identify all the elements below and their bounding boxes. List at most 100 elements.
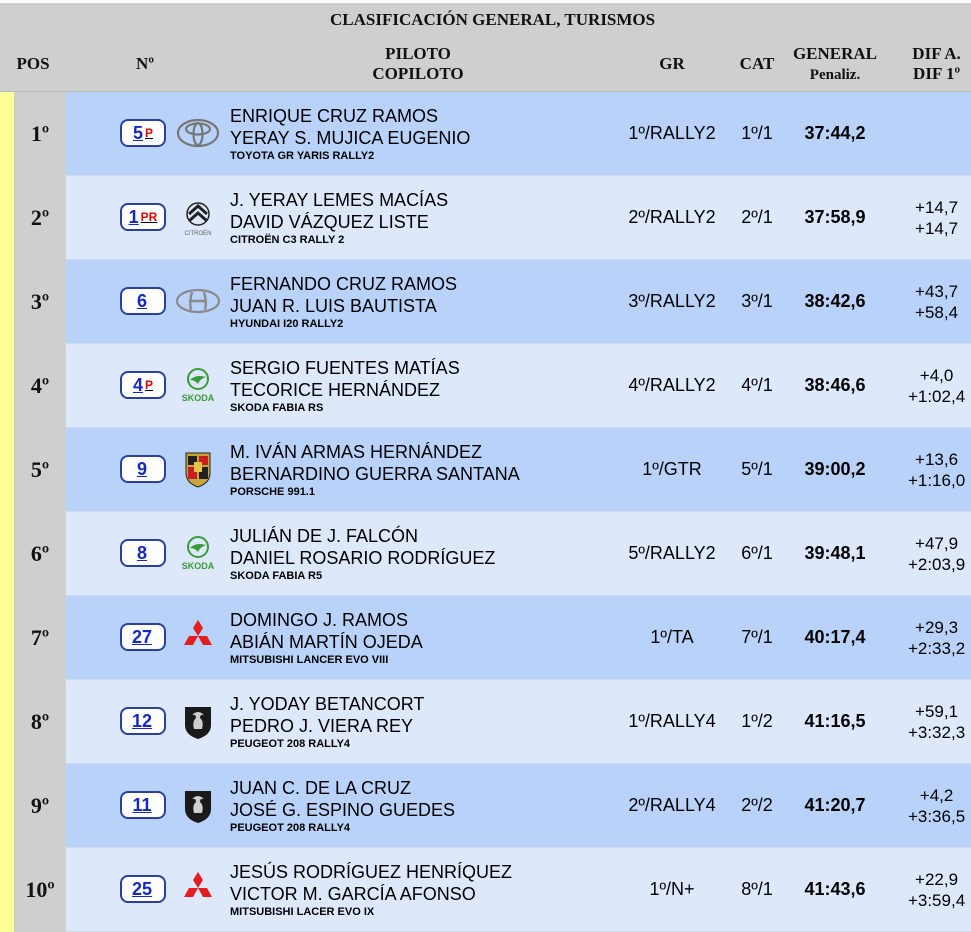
peugeot-logo-icon xyxy=(176,701,220,741)
car-model: SKODA FABIA RS xyxy=(230,401,324,414)
table-row: 9º 11 JUAN C. DE LA CRUZ JOSÉ G. ESPINO GU… xyxy=(0,763,971,848)
diff-previous: +29,3 xyxy=(915,617,959,637)
category-cell: 1º/1 xyxy=(732,91,782,176)
general-time-cell: 38:46,6 xyxy=(782,343,888,428)
car-number[interactable]: 6 xyxy=(136,290,147,311)
driver-name: DOMINGO J. RAMOS xyxy=(230,609,409,630)
position-cell: 4º xyxy=(14,343,66,428)
skoda-logo-icon: SKODA xyxy=(176,533,220,573)
group-cell: 2º/RALLY4 xyxy=(612,763,732,848)
driver-name: JESÚS RODRÍGUEZ HENRÍQUEZ xyxy=(230,861,513,882)
diff-first: +1:16,0 xyxy=(907,470,966,490)
diff-previous: +13,6 xyxy=(915,449,959,469)
diff-cell: +4,2 +3:36,5 xyxy=(888,763,971,848)
diff-previous: +59,1 xyxy=(915,701,959,721)
crew-cell: J. YODAY BETANCORT PEDRO J. VIERA REY PEUG… xyxy=(224,679,612,764)
citroen-logo-text: CITROËN xyxy=(185,230,212,237)
diff-cell: +22,9 +3:59,4 xyxy=(888,847,971,932)
crew-cell: J. YERAY LEMES MACÍAS DAVID VÁZQUEZ LISTE… xyxy=(224,175,612,260)
car-number[interactable]: 27 xyxy=(131,626,153,647)
position-cell: 6º xyxy=(14,511,66,596)
position-cell: 5º xyxy=(14,427,66,512)
table-row: 10º 25 JESÚS RODRÍGUEZ HENRÍQUEZ VICTOR M.… xyxy=(0,847,971,932)
diff-previous: +4,2 xyxy=(919,785,954,805)
car-number[interactable]: 4 xyxy=(132,374,143,395)
position-cell: 10º xyxy=(14,847,66,932)
crew-cell: SERGIO FUENTES MATÍAS TECORICE HERNÁNDEZ S… xyxy=(224,343,612,428)
general-time-cell: 37:44,2 xyxy=(782,91,888,176)
car-number-link[interactable]: 11 xyxy=(120,791,166,819)
row-stripe xyxy=(0,763,14,848)
car-number-link[interactable]: 6 xyxy=(120,287,166,315)
codriver-name: YERAY S. MUJICA EUGENIO xyxy=(230,127,471,148)
car-number-link[interactable]: 1 PR xyxy=(120,203,166,231)
car-number-suffix: P xyxy=(145,378,154,392)
diff-cell: +4,0 +1:02,4 xyxy=(888,343,971,428)
driver-name: J. YODAY BETANCORT xyxy=(230,693,425,714)
mitsubishi-logo-icon xyxy=(176,617,220,657)
table-row: 2º 1 PR CITROËN J. YERAY LEMES MACÍAS DAVID… xyxy=(0,175,971,260)
group-cell: 1º/N+ xyxy=(612,847,732,932)
car-number[interactable]: 12 xyxy=(131,710,153,731)
row-stripe xyxy=(0,679,14,764)
crew-cell: JULIÁN DE J. FALCÓN DANIEL ROSARIO RODRÍG… xyxy=(224,511,612,596)
number-cell: 9 xyxy=(66,427,224,512)
header-cat: CAT xyxy=(732,37,782,92)
position-cell: 9º xyxy=(14,763,66,848)
car-number[interactable]: 25 xyxy=(131,878,153,899)
mitsubishi-logo-icon xyxy=(176,869,220,909)
number-cell: 8 SKODA xyxy=(66,511,224,596)
number-cell: 25 xyxy=(66,847,224,932)
row-stripe xyxy=(0,175,14,260)
diff-first: +3:32,3 xyxy=(907,722,966,742)
number-cell: 11 xyxy=(66,763,224,848)
category-cell: 7º/1 xyxy=(732,595,782,680)
general-time-cell: 37:58,9 xyxy=(782,175,888,260)
position-cell: 2º xyxy=(14,175,66,260)
category-cell: 5º/1 xyxy=(732,427,782,512)
category-cell: 6º/1 xyxy=(732,511,782,596)
table-row: 4º 4 P SKODA SERGIO FUENTES MATÍAS TECORICE… xyxy=(0,343,971,428)
car-number-link[interactable]: 27 xyxy=(120,623,166,651)
row-stripe xyxy=(0,91,14,176)
diff-first: +2:03,9 xyxy=(907,554,966,574)
car-number-link[interactable]: 12 xyxy=(120,707,166,735)
diff-cell: +29,3 +2:33,2 xyxy=(888,595,971,680)
group-cell: 3º/RALLY2 xyxy=(612,259,732,344)
header-row: POS Nº PILOTO COPILOTO GR CAT GENERAL Pena… xyxy=(0,37,971,92)
row-stripe xyxy=(0,847,14,932)
peugeot-logo-icon xyxy=(176,785,220,825)
car-number[interactable]: 11 xyxy=(132,794,152,815)
car-model: CITROËN C3 RALLY 2 xyxy=(230,233,345,246)
car-model: MITSUBISHI LACER EVO IX xyxy=(230,905,375,918)
car-number[interactable]: 5 xyxy=(132,122,143,143)
group-cell: 1º/GTR xyxy=(612,427,732,512)
codriver-name: JUAN R. LUIS BAUTISTA xyxy=(230,295,437,316)
header-piloto: PILOTO COPILOTO xyxy=(224,37,612,92)
citroen-logo-icon: CITROËN xyxy=(176,197,220,237)
general-time-cell: 38:42,6 xyxy=(782,259,888,344)
codriver-name: ABIÁN MARTÍN OJEDA xyxy=(230,631,423,652)
porsche-logo-icon xyxy=(176,449,220,489)
codriver-name: BERNARDINO GUERRA SANTANA xyxy=(230,463,520,484)
car-number[interactable]: 8 xyxy=(136,542,147,563)
driver-name: JULIÁN DE J. FALCÓN xyxy=(230,525,419,546)
number-cell: 12 xyxy=(66,679,224,764)
car-number-link[interactable]: 25 xyxy=(120,875,166,903)
category-cell: 3º/1 xyxy=(732,259,782,344)
header-dif: DIF A. DIF 1º xyxy=(888,37,971,92)
driver-name: M. IVÁN ARMAS HERNÁNDEZ xyxy=(230,441,483,462)
car-number-link[interactable]: 9 xyxy=(120,455,166,483)
header-pos: POS xyxy=(0,37,66,92)
car-number-suffix: P xyxy=(145,126,154,140)
car-number[interactable]: 9 xyxy=(136,458,147,479)
codriver-name: DANIEL ROSARIO RODRÍGUEZ xyxy=(230,547,496,568)
diff-first: +2:33,2 xyxy=(907,638,966,658)
car-number-link[interactable]: 8 xyxy=(120,539,166,567)
category-cell: 4º/1 xyxy=(732,343,782,428)
header-penaliz-label: Penaliz. xyxy=(809,67,861,83)
general-time-cell: 39:48,1 xyxy=(782,511,888,596)
car-number[interactable]: 1 xyxy=(128,206,139,227)
